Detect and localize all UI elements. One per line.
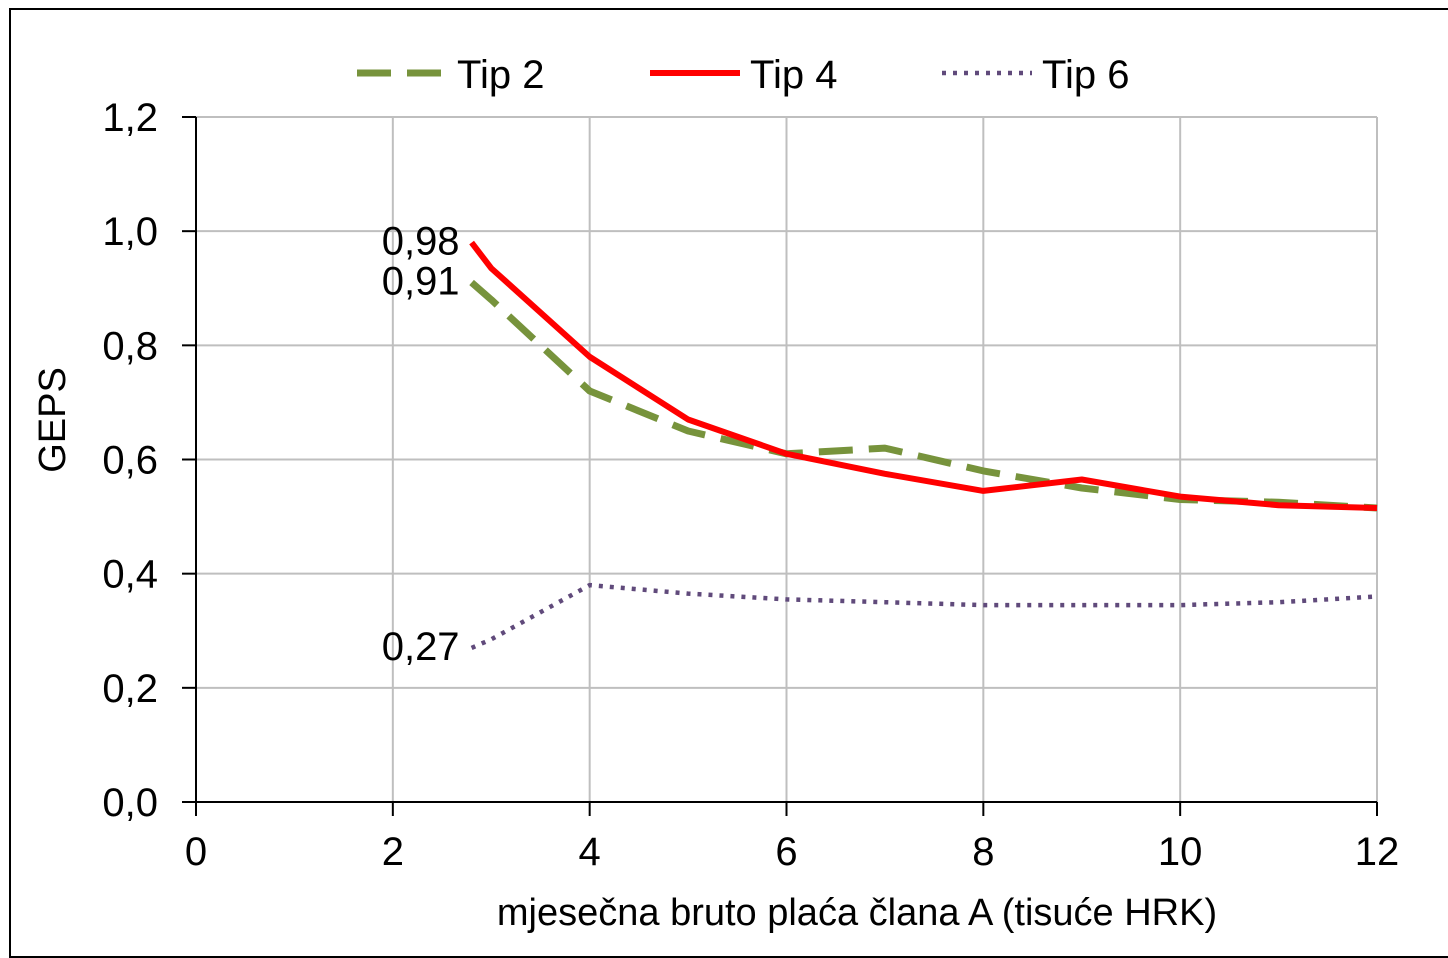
tick-labels: 0,0 0,2 0,4 0,6 0,8 1,0 1,2 0 2 4 6 8 10 12 [102, 96, 1399, 874]
data-label: 0,91 [382, 260, 460, 304]
x-tick-label: 8 [972, 830, 994, 874]
x-tick-label: 10 [1158, 830, 1203, 874]
data-labels: 0,980,91 0,27 [382, 220, 460, 669]
series-line-tip-4 [469, 240, 1378, 511]
data-label: 0,98 [382, 220, 460, 264]
y-tick-label: 0,8 [102, 324, 158, 368]
legend: Tip 2 Tip 4 Tip 6 [357, 53, 1129, 97]
grid-lines [196, 116, 1378, 802]
legend-label: Tip 6 [1042, 53, 1129, 97]
y-tick-label: 1,0 [102, 210, 158, 254]
series-lines [469, 240, 1378, 650]
y-tick-label: 0,2 [102, 667, 158, 711]
axes [182, 116, 1378, 816]
x-tick-label: 12 [1355, 830, 1400, 874]
x-tick-label: 4 [579, 830, 601, 874]
data-label: 0,27 [382, 625, 460, 669]
x-tick-label: 2 [382, 830, 404, 874]
legend-label: Tip 4 [750, 53, 837, 97]
x-tick-label: 0 [185, 830, 207, 874]
series-line-tip-6 [470, 582, 1378, 650]
y-tick-label: 0,0 [102, 781, 158, 825]
x-axis-title: mjesečna bruto plaća člana A (tisuće HRK… [497, 892, 1217, 934]
y-tick-label: 0,4 [102, 553, 158, 597]
y-axis-title: GEPS [32, 367, 74, 473]
y-tick-label: 1,2 [102, 96, 158, 140]
x-tick-label: 6 [775, 830, 797, 874]
series-line-tip-2 [469, 279, 1378, 512]
y-tick-label: 0,6 [102, 439, 158, 483]
legend-label: Tip 2 [457, 53, 544, 97]
